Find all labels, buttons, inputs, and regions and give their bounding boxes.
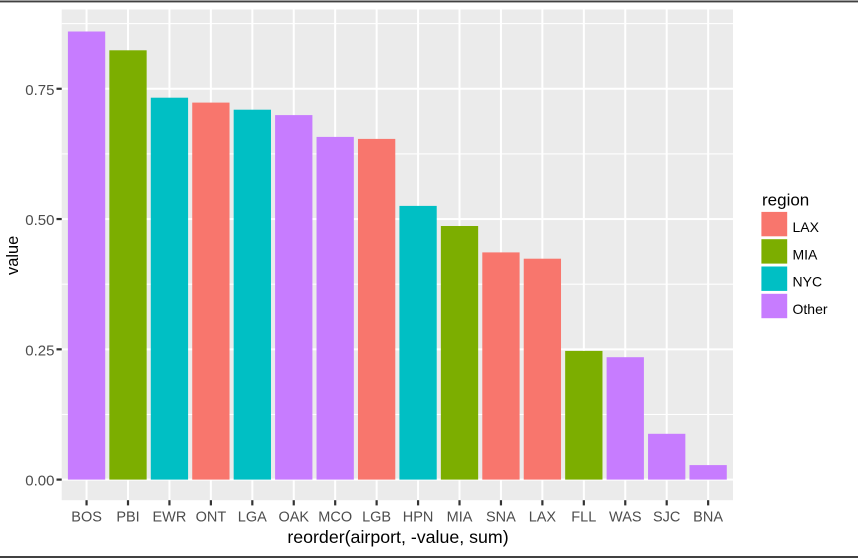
svg-text:0.00: 0.00 xyxy=(25,473,54,490)
svg-text:ONT: ONT xyxy=(196,510,227,526)
svg-text:SJC: SJC xyxy=(653,510,680,526)
svg-text:MIA: MIA xyxy=(793,246,819,262)
svg-text:MIA: MIA xyxy=(447,510,473,526)
svg-text:PBI: PBI xyxy=(116,510,139,526)
svg-text:region: region xyxy=(762,191,809,210)
svg-text:HPN: HPN xyxy=(403,510,434,526)
svg-text:value: value xyxy=(4,236,22,275)
svg-text:BNA: BNA xyxy=(693,510,723,526)
svg-text:0.50: 0.50 xyxy=(25,212,54,229)
svg-text:WAS: WAS xyxy=(609,510,642,526)
svg-text:Other: Other xyxy=(793,301,828,317)
svg-text:EWR: EWR xyxy=(152,510,186,526)
svg-text:SNA: SNA xyxy=(486,510,516,526)
svg-text:0.75: 0.75 xyxy=(25,82,54,99)
svg-text:FLL: FLL xyxy=(571,510,596,526)
svg-text:LGB: LGB xyxy=(362,510,391,526)
svg-text:LGA: LGA xyxy=(238,510,267,526)
svg-text:LAX: LAX xyxy=(793,219,820,235)
svg-text:BOS: BOS xyxy=(71,510,102,526)
svg-text:reorder(airport, -value, sum): reorder(airport, -value, sum) xyxy=(287,527,508,547)
svg-text:NYC: NYC xyxy=(793,274,823,290)
svg-text:OAK: OAK xyxy=(278,510,309,526)
svg-text:LAX: LAX xyxy=(529,510,557,526)
svg-text:MCO: MCO xyxy=(318,510,352,526)
svg-text:0.25: 0.25 xyxy=(25,342,54,359)
